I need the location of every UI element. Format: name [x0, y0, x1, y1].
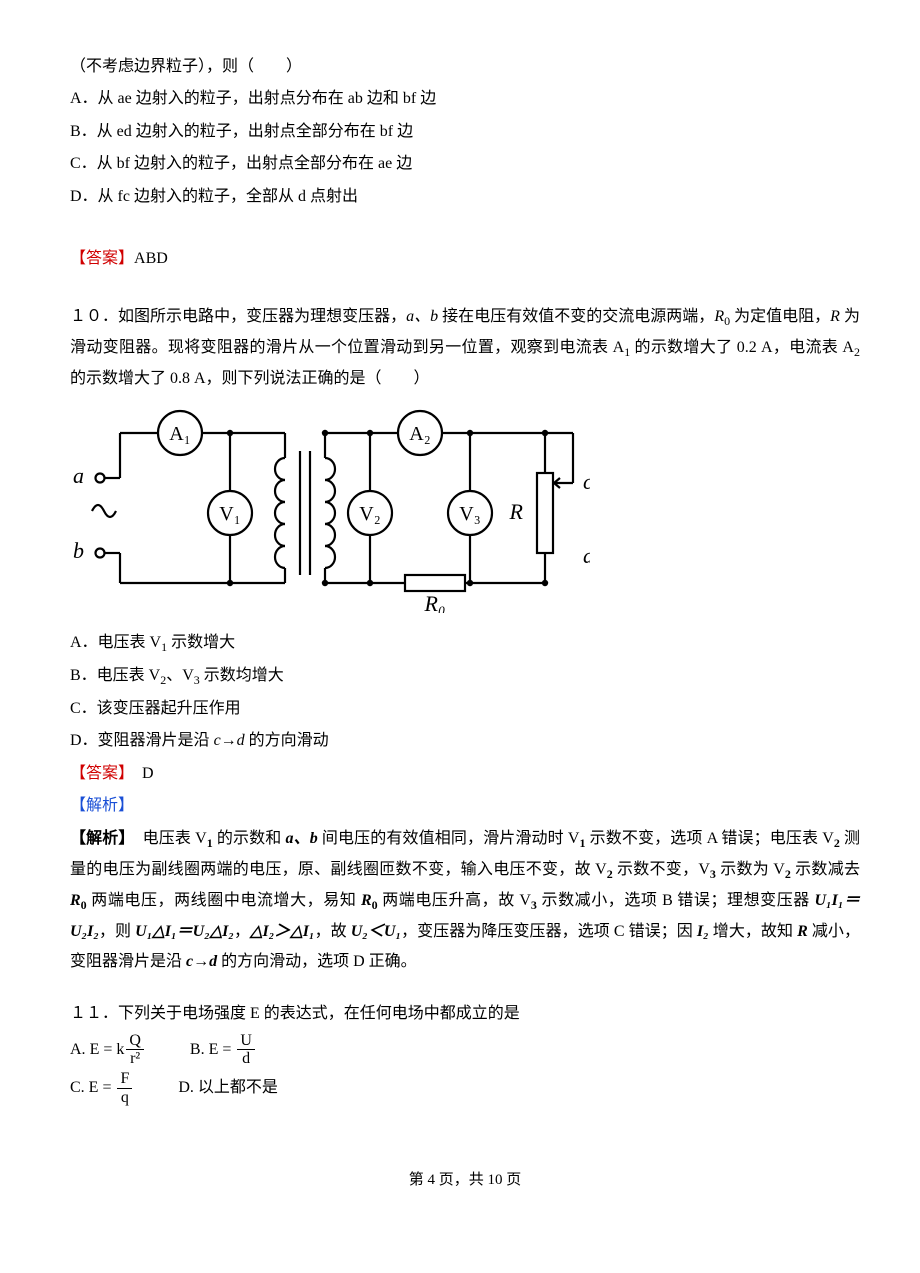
t: 示数不变，V — [613, 861, 710, 878]
num: F — [117, 1070, 132, 1089]
E: E = — [89, 1079, 112, 1096]
q10-ab: a、b — [406, 308, 438, 325]
q10-text: 为定值电阻， — [730, 308, 830, 325]
frac: Fq — [117, 1070, 132, 1106]
t: 间电压的有效值相同，滑片滑动时 V — [318, 830, 580, 847]
num: Q — [126, 1032, 144, 1051]
q10-stem: １０．如图所示电路中，变压器为理想变压器，a、b 接在电压有效值不变的交流电源两… — [70, 302, 860, 394]
svg-text:R: R — [509, 499, 524, 524]
t: 的示数和 — [213, 830, 286, 847]
label: A. — [70, 1041, 90, 1058]
q10-optB: B．电压表 V2、V3 示数均增大 — [70, 661, 860, 692]
q10-optA: A．电压表 V1 示数增大 — [70, 628, 860, 659]
answer-label: 【答案】 — [70, 250, 134, 267]
R0: R — [361, 892, 372, 909]
t: ，故 — [315, 923, 351, 940]
q9-optB: B．从 ed 边射入的粒子，出射点全部分布在 bf 边 — [70, 117, 860, 147]
answer-label: 【答案】 — [70, 765, 126, 782]
svg-text:c: c — [583, 469, 590, 494]
t: 两端电压升高，故 V — [378, 892, 531, 909]
q11-row1: A. E = kQr² B. E = Ud — [70, 1032, 860, 1068]
q9-optA: A．从 ae 边射入的粒子，出射点分布在 ab 边和 bf 边 — [70, 84, 860, 114]
analysis-label: 【解析】 — [70, 797, 134, 814]
label: C. — [70, 1079, 89, 1096]
q11-optA: A. E = kQr² — [70, 1032, 146, 1068]
den: r² — [126, 1050, 144, 1068]
t: 电压表 V — [143, 830, 207, 847]
ab: a、b — [285, 830, 317, 847]
label: B. — [190, 1041, 209, 1058]
I2: I₂ — [697, 923, 709, 940]
q10-text: １０．如图所示电路中，变压器为理想变压器， — [70, 308, 406, 325]
q10-analysis: 【解析】 电压表 V1 的示数和 a、b 间电压的有效值相同，滑片滑动时 V1 … — [70, 824, 860, 978]
q11-optD: D. 以上都不是 — [178, 1073, 278, 1103]
circuit-svg: a b A₁ V₁ A₂ c d R R₀ V₂ V₃ — [70, 403, 590, 613]
svg-text:b: b — [73, 538, 84, 563]
t: 示数为 V — [716, 861, 785, 878]
svg-text:d: d — [583, 543, 590, 568]
analysis-prefix: 【解析】 — [70, 830, 143, 847]
t: 示数减去 — [791, 861, 860, 878]
q9-optD: D．从 fc 边射入的粒子，全部从 d 点射出 — [70, 182, 860, 212]
t: 示数减小，选项 B 错误；理想变压器 — [537, 892, 815, 909]
q9-answer: 【答案】ABD — [70, 244, 860, 274]
q10-R0: R — [714, 308, 724, 325]
svg-text:A₂: A₂ — [409, 423, 430, 445]
svg-text:V₁: V₁ — [219, 503, 240, 525]
text: D．变阻器滑片是沿 — [70, 732, 214, 749]
R0: R — [70, 892, 81, 909]
num: U — [237, 1032, 255, 1051]
t: ， — [234, 923, 250, 940]
den: q — [117, 1089, 132, 1107]
t: 示数不变，选项 A 错误；电压表 V — [585, 830, 833, 847]
q11-stem: １１．下列关于电场强度 E 的表达式，在任何电场中都成立的是 — [70, 999, 860, 1029]
q10-A2-sub: 2 — [854, 346, 860, 360]
q10-text: 接在电压有效值不变的交流电源两端， — [438, 308, 714, 325]
text: 示数增大 — [167, 634, 235, 651]
eq: U₁△I₁＝U₂△I₂ — [135, 923, 234, 940]
q10-circuit: a b A₁ V₁ A₂ c d R R₀ V₂ V₃ — [70, 403, 860, 624]
frac: Qr² — [126, 1032, 144, 1068]
E: E = — [209, 1041, 232, 1058]
svg-text:V₃: V₃ — [459, 503, 480, 525]
eq: U₂＜U₁ — [351, 923, 401, 940]
E: E = — [90, 1041, 113, 1058]
svg-text:V₂: V₂ — [359, 503, 380, 525]
R: R — [797, 923, 808, 940]
q11-optB: B. E = Ud — [190, 1032, 257, 1068]
text: A．电压表 V — [70, 634, 161, 651]
q10-analysis-label: 【解析】 — [70, 791, 860, 821]
text: 的方向滑动 — [245, 732, 329, 749]
page-footer: 第 4 页，共 10 页 — [70, 1166, 860, 1195]
text: B．电压表 V — [70, 667, 160, 684]
t: ，变压器为降压变压器，选项 C 错误；因 — [401, 923, 697, 940]
svg-text:R₀: R₀ — [423, 591, 445, 613]
q10-text: 的示数增大了 0.8 A，则下列说法正确的是（ ） — [70, 370, 430, 387]
cd: c→d — [186, 953, 217, 970]
den: d — [237, 1050, 255, 1068]
t: ，则 — [99, 923, 135, 940]
q10-text: 的示数增大了 0.2 A，电流表 A — [630, 339, 854, 356]
text: 、V — [166, 667, 194, 684]
svg-text:A₁: A₁ — [169, 423, 190, 445]
t: 的方向滑动，选项 D 正确。 — [217, 953, 417, 970]
q9-answer-value: ABD — [134, 250, 168, 267]
q9-optC: C．从 bf 边射入的粒子，出射点全部分布在 ae 边 — [70, 149, 860, 179]
cd: c→d — [214, 732, 245, 749]
q10-answer: 【答案】 D — [70, 759, 860, 789]
frac: Ud — [237, 1032, 255, 1068]
q10-optC: C．该变压器起升压作用 — [70, 694, 860, 724]
q9-tail: （不考虑边界粒子），则（ ） — [70, 52, 860, 82]
q10-answer-value: D — [126, 765, 154, 782]
q11-row2: C. E = Fq D. 以上都不是 — [70, 1070, 860, 1106]
svg-text:a: a — [73, 463, 84, 488]
q10-R: R — [830, 308, 840, 325]
t: 增大，故知 — [709, 923, 797, 940]
t: 两端电压，两线圈中电流增大，易知 — [87, 892, 361, 909]
eq: △I₂＞△I₁ — [250, 923, 314, 940]
k: k — [116, 1041, 124, 1058]
q11-optC: C. E = Fq — [70, 1070, 134, 1106]
text: 示数均增大 — [200, 667, 284, 684]
q10-optD: D．变阻器滑片是沿 c→d 的方向滑动 — [70, 726, 860, 756]
